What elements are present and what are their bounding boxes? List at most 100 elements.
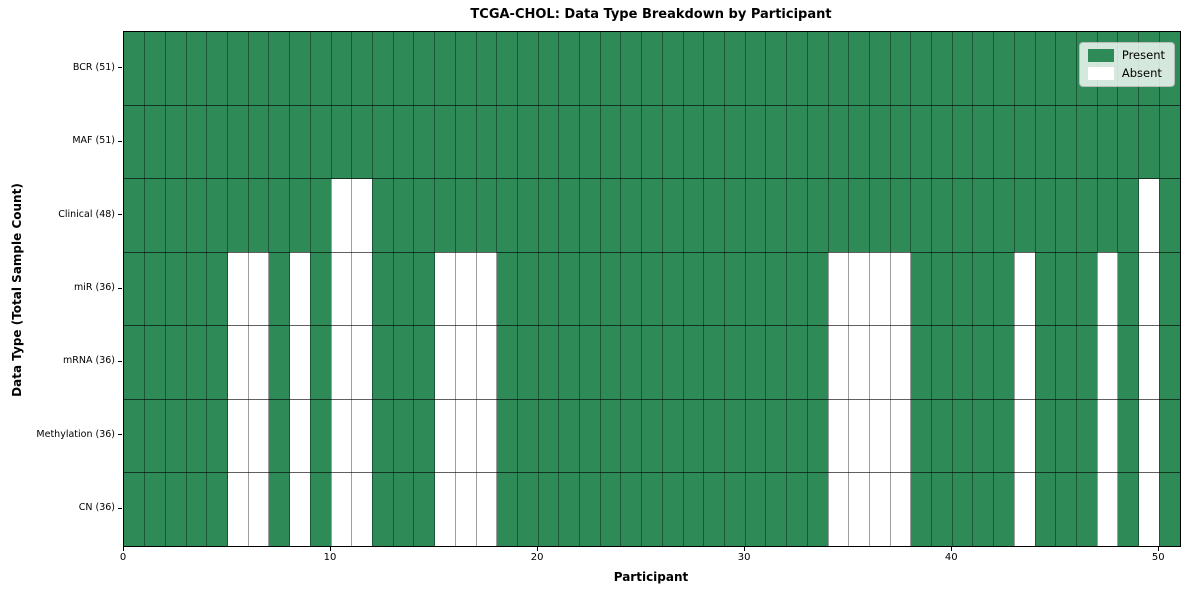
heatmap-absent-cell [455, 252, 476, 326]
heatmap-absent-cell [1138, 178, 1160, 253]
vertical-gridline [1117, 32, 1119, 546]
x-tick-label: 0 [119, 552, 127, 563]
vertical-gridline [1075, 32, 1077, 546]
x-tick-mark [329, 546, 331, 551]
vertical-gridline [1055, 32, 1057, 546]
horizontal-gridline [124, 398, 1180, 400]
vertical-gridline [351, 32, 353, 546]
heatmap-absent-cell [331, 325, 352, 400]
y-tick-label: Methylation (36) [36, 428, 115, 440]
heatmap-absent-cell [455, 325, 476, 400]
vertical-gridline [703, 32, 705, 546]
vertical-gridline [392, 32, 394, 546]
heatmap-absent-cell [434, 325, 456, 400]
horizontal-gridline [124, 178, 1180, 180]
heatmap-absent-cell [1097, 399, 1118, 473]
heatmap-absent-cell [476, 252, 497, 326]
vertical-gridline [289, 32, 291, 546]
heatmap-absent-cell [828, 399, 849, 473]
y-tick-mark [117, 140, 122, 142]
heatmap-absent-cell [289, 325, 311, 400]
horizontal-gridline [124, 472, 1180, 474]
heatmap-absent-cell [289, 472, 311, 546]
heatmap-absent-cell [331, 399, 352, 473]
vertical-gridline [1158, 32, 1160, 546]
vertical-gridline [206, 32, 208, 546]
heatmap-cells-layer [124, 32, 1180, 546]
heatmap-absent-cell [248, 325, 269, 400]
heatmap-absent-cell [828, 252, 849, 326]
vertical-gridline [434, 32, 436, 546]
vertical-gridline [661, 32, 663, 546]
heatmap-absent-cell [434, 472, 456, 546]
heatmap-absent-cell [1097, 472, 1118, 546]
legend-item-absent: Absent [1087, 66, 1165, 80]
vertical-gridline [579, 32, 581, 546]
gridlines-layer [124, 32, 1180, 546]
vertical-gridline [247, 32, 249, 546]
y-tick-mark [117, 214, 122, 216]
vertical-gridline [227, 32, 229, 546]
vertical-gridline [848, 32, 850, 546]
vertical-gridline [330, 32, 332, 546]
horizontal-gridline [124, 251, 1180, 253]
vertical-gridline [786, 32, 788, 546]
heatmap-absent-cell [1138, 472, 1160, 546]
vertical-gridline [558, 32, 560, 546]
y-tick-mark [117, 287, 122, 289]
vertical-gridline [765, 32, 767, 546]
heatmap-absent-cell [476, 325, 497, 400]
y-tick-mark [117, 360, 122, 362]
y-tick-label: Clinical (48) [58, 208, 115, 220]
heatmap-absent-cell [890, 252, 911, 326]
heatmap-absent-cell [289, 399, 311, 473]
y-tick-label: mRNA (36) [63, 355, 115, 367]
x-tick-label: 10 [323, 552, 337, 563]
y-tick-mark [117, 507, 122, 509]
y-tick-label: MAF (51) [72, 135, 115, 147]
heatmap-absent-cell [1138, 325, 1160, 400]
legend-label-absent: Absent [1121, 66, 1162, 80]
vertical-gridline [889, 32, 891, 546]
heatmap-absent-cell [351, 399, 373, 473]
heatmap-absent-cell [351, 472, 373, 546]
vertical-gridline [537, 32, 539, 546]
x-tick-mark [743, 546, 745, 551]
heatmap-absent-cell [331, 178, 352, 253]
heatmap-absent-cell [434, 399, 456, 473]
x-tick-mark [1157, 546, 1159, 551]
vertical-gridline [620, 32, 622, 546]
heatmap-absent-cell [1138, 252, 1160, 326]
heatmap-absent-cell [227, 472, 249, 546]
heatmap-absent-cell [828, 325, 849, 400]
heatmap-absent-cell [848, 399, 870, 473]
heatmap-absent-cell [869, 325, 891, 400]
heatmap-absent-cell [1014, 472, 1036, 546]
vertical-gridline [744, 32, 746, 546]
vertical-gridline [993, 32, 995, 546]
y-tick-label: BCR (51) [72, 61, 115, 73]
chart-title: TCGA-CHOL: Data Type Breakdown by Partic… [470, 7, 832, 22]
vertical-gridline [723, 32, 725, 546]
heatmap-absent-cell [1138, 399, 1160, 473]
horizontal-gridline [124, 104, 1180, 106]
vertical-gridline [806, 32, 808, 546]
vertical-gridline [516, 32, 518, 546]
vertical-gridline [827, 32, 829, 546]
vertical-gridline [1013, 32, 1015, 546]
heatmap-absent-cell [227, 252, 249, 326]
vertical-gridline [371, 32, 373, 546]
vertical-gridline [185, 32, 187, 546]
legend-item-present: Present [1087, 49, 1165, 62]
vertical-gridline [475, 32, 477, 546]
heatmap-absent-cell [331, 252, 352, 326]
heatmap-absent-cell [351, 252, 373, 326]
vertical-gridline [1138, 32, 1140, 546]
vertical-gridline [164, 32, 166, 546]
heatmap-absent-cell [289, 252, 311, 326]
vertical-gridline [868, 32, 870, 546]
heatmap-absent-cell [248, 252, 269, 326]
heatmap-absent-cell [227, 399, 249, 473]
vertical-gridline [641, 32, 643, 546]
